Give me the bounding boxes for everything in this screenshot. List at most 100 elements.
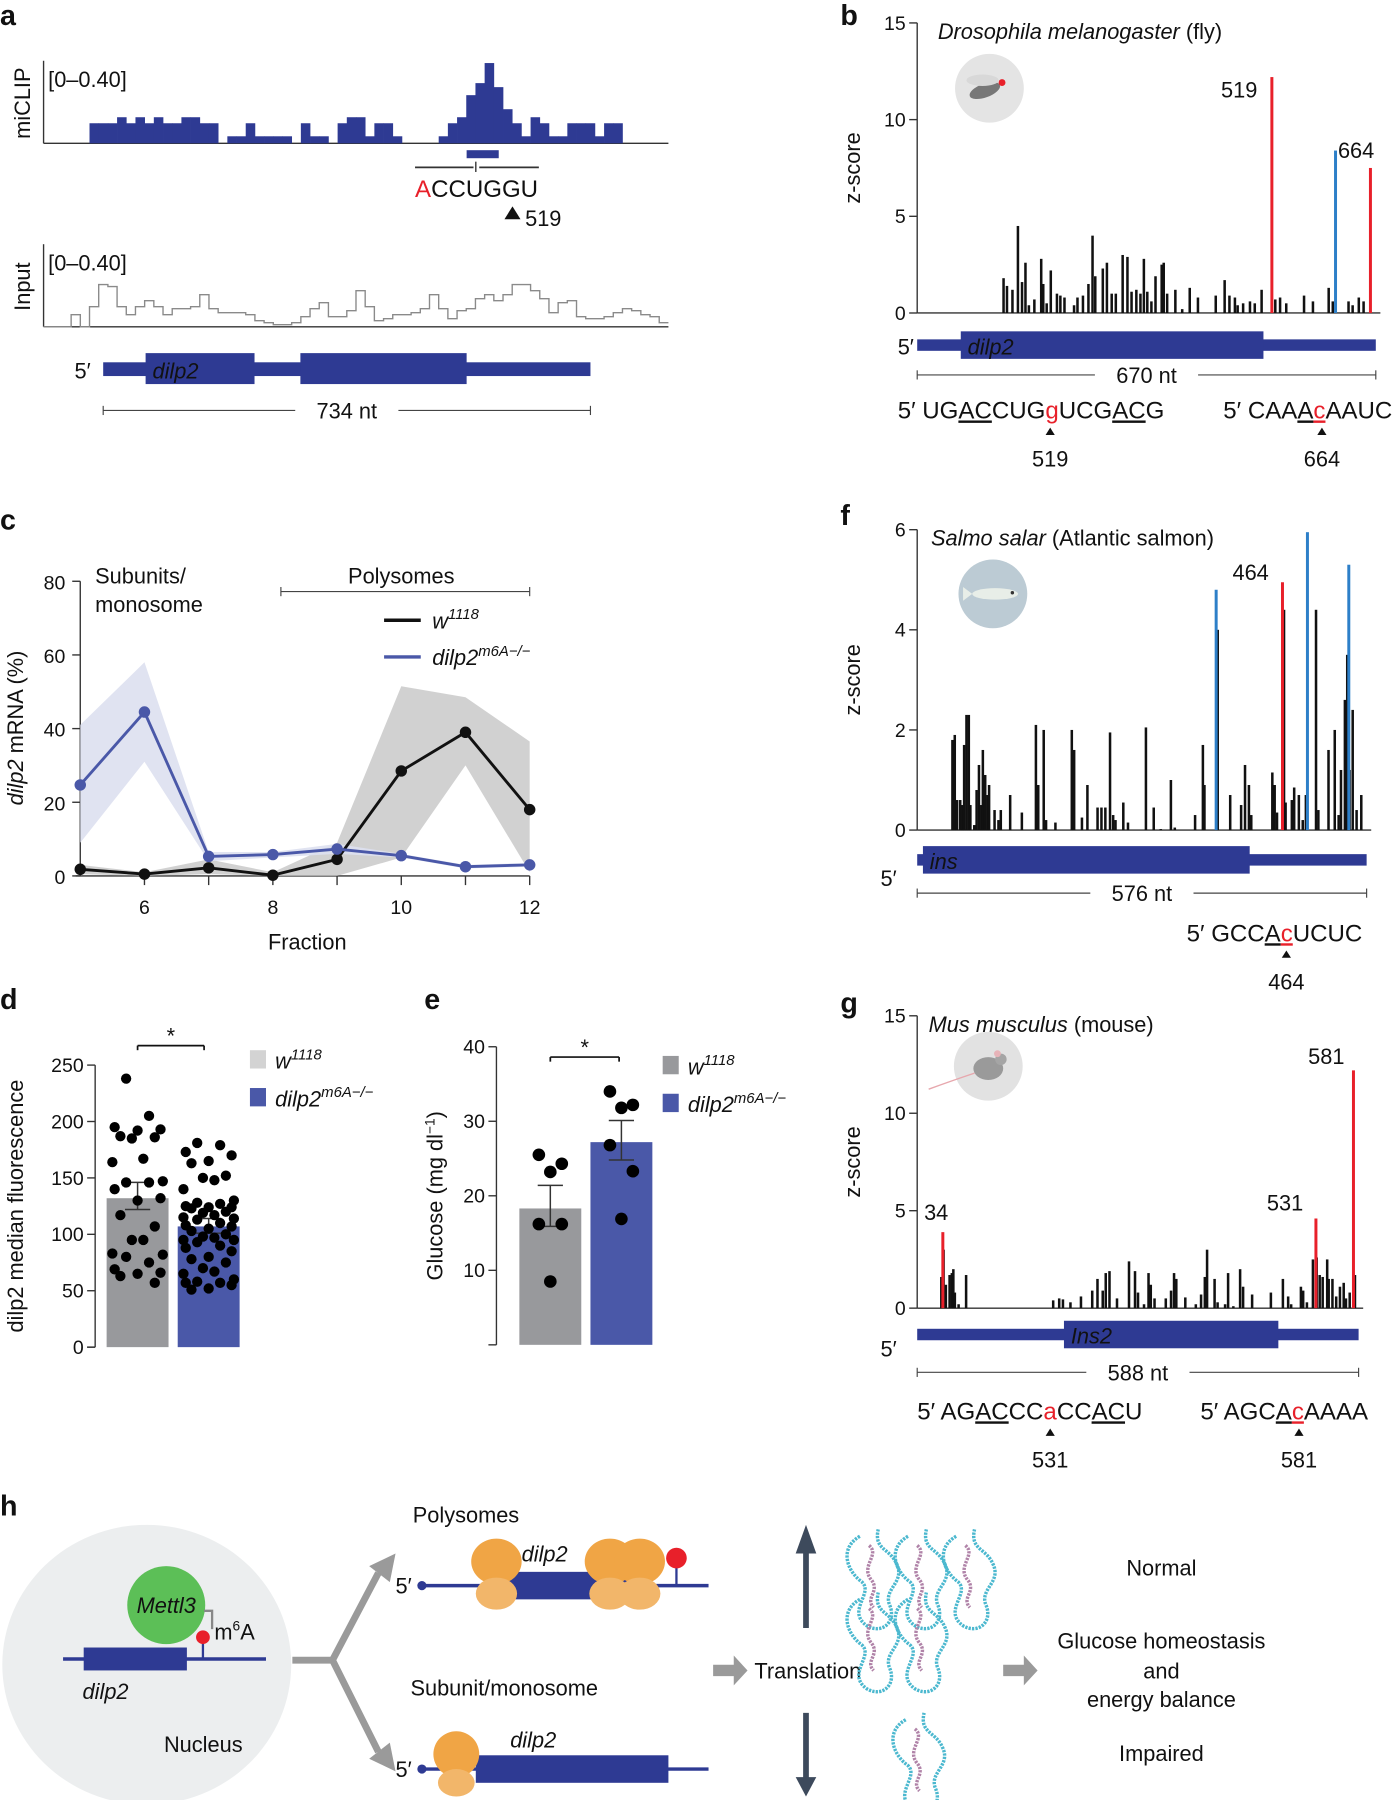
data-point [138, 1234, 149, 1246]
y-tick-label: 0 [895, 820, 906, 842]
z-score-bar [1241, 303, 1245, 313]
z-score-bar [1203, 1276, 1207, 1309]
data-point [126, 1234, 138, 1246]
legend: w1118 dilp2m6A−/− [662, 1053, 786, 1117]
y-label-end: ) [423, 1111, 448, 1118]
highlighted-bar [1280, 582, 1284, 831]
z-score-bar [1020, 812, 1024, 831]
panel-label: c [0, 505, 16, 537]
coverage-bin [89, 123, 100, 144]
data-point [192, 1137, 203, 1149]
length-label: 670 nt [1116, 363, 1177, 388]
data-point [220, 1206, 232, 1217]
y-tick-label: 60 [44, 646, 66, 668]
mouse-icon [928, 1031, 1023, 1101]
z-score-bar [948, 1275, 951, 1309]
z-score-bar [1142, 258, 1146, 313]
mouse-ear [994, 1050, 1001, 1058]
salmon-icon [958, 559, 1028, 629]
coverage-bin [521, 136, 531, 144]
ribosome-small-subunit [475, 1577, 518, 1610]
z-score-bar [1080, 817, 1084, 831]
data-point [395, 849, 408, 862]
outcome-label: energy balance [1087, 1687, 1236, 1712]
label-superscript: 1118 [704, 1053, 736, 1069]
data-point [226, 1246, 237, 1257]
data-point [626, 1098, 640, 1112]
data-point [214, 1240, 226, 1251]
coverage-bin [135, 117, 145, 144]
coverage-bin [117, 117, 127, 144]
arrowhead-icon [369, 1553, 396, 1583]
site-label: 519 [1221, 77, 1257, 102]
data-point [157, 1176, 168, 1187]
five-prime-label: 5′ [881, 866, 897, 891]
gene-intron [254, 364, 301, 372]
z-score-bar [964, 1275, 968, 1309]
gene-label: ins [930, 849, 958, 874]
z-score-bar [1096, 807, 1099, 831]
z-score-bar [1193, 815, 1197, 831]
z-score-bar [1127, 1261, 1131, 1309]
z-score-bar [1081, 295, 1085, 313]
z-score-bar [1101, 1290, 1104, 1309]
z-score-bar [1086, 785, 1089, 831]
data-point [228, 1234, 240, 1246]
protein-chain [866, 1607, 876, 1672]
panel-label: d [0, 984, 18, 1016]
legend-label: dilp2m6A−/− [275, 1085, 373, 1111]
site-number: 664 [1304, 447, 1340, 472]
region-label: monosome [95, 592, 203, 617]
y-label-text: dilp2 median fluorescence [3, 1080, 28, 1333]
data-point [109, 1264, 120, 1275]
legend: w1118 dilp2m6A−/− [249, 1047, 374, 1111]
methylation-arrow-icon [204, 1609, 214, 1630]
data-point [209, 1266, 220, 1277]
z-score-bar [1016, 225, 1020, 313]
z-score-bar [1243, 764, 1247, 831]
z-score-bar [1094, 276, 1097, 313]
sequence-part: 5′ GCC [1187, 920, 1265, 947]
data-point [209, 1232, 220, 1243]
arrowhead-icon [369, 1742, 396, 1772]
coverage-bin [310, 136, 320, 144]
label-base: w [688, 1054, 705, 1079]
z-score-bar [1282, 609, 1286, 831]
z-score-bar [986, 795, 989, 831]
sequence-part: 5′ CAA [1223, 397, 1297, 424]
m6a-label: m6A [214, 1618, 255, 1644]
z-score-bar [1174, 289, 1177, 313]
miclip-track: [0–0.40] miCLIP [10, 60, 669, 144]
z-score-bar [1301, 1290, 1305, 1309]
coverage-line [43, 283, 669, 328]
data-point [615, 1212, 628, 1226]
coverage-bin [245, 123, 256, 144]
z-score-bar [951, 739, 954, 831]
z-score-bar [1275, 812, 1279, 831]
z-score-bar [1203, 785, 1206, 831]
site-number: 519 [1032, 447, 1068, 472]
sequence-part: G [1146, 397, 1165, 424]
z-score-bar [1318, 1275, 1321, 1309]
protein-chain [891, 1712, 947, 1800]
fish-tail [963, 587, 973, 601]
z-score-bar [1188, 287, 1191, 313]
z-score-bar [983, 774, 987, 831]
z-score-bar [1142, 1304, 1146, 1309]
z-score-bar [950, 1273, 954, 1309]
ribosome-large-subunit [614, 1538, 665, 1585]
z-score-bar [1108, 732, 1112, 831]
track-label: Input [10, 262, 35, 310]
coverage-bin [208, 123, 219, 144]
sequence-part: UCG [1059, 397, 1112, 424]
z-score-bar [1011, 289, 1014, 313]
site-triangle-icon [504, 206, 521, 220]
data-point [532, 1148, 546, 1162]
data-point [192, 1237, 203, 1248]
coverage-bin [585, 123, 596, 144]
data-point [331, 853, 343, 866]
site-sequence: 5′ AGACCCaCCACU [917, 1398, 1142, 1425]
z-score-bar [1104, 1273, 1107, 1309]
z-score-bar [940, 1276, 943, 1309]
